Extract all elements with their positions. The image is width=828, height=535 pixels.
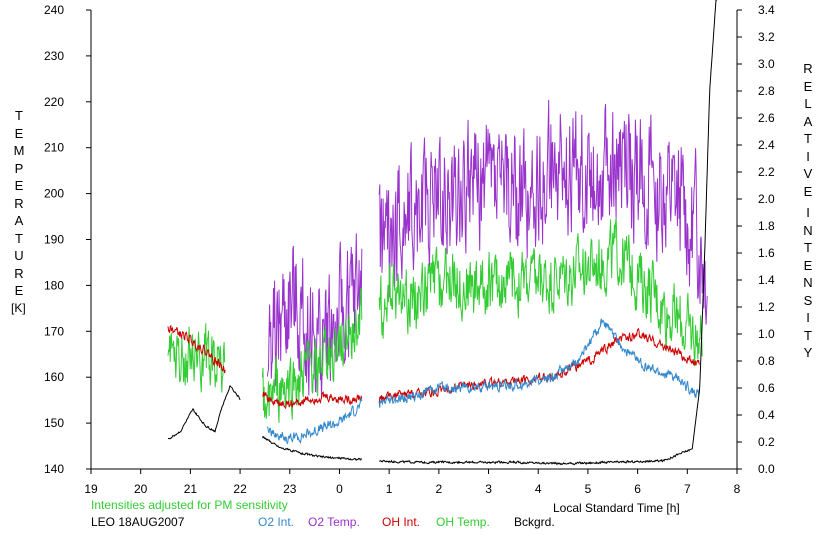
series-oh-int-line	[378, 327, 700, 403]
series-bckgrd-line	[379, 0, 718, 466]
right-axis-label-relative-letter: T	[804, 131, 812, 146]
right-axis-label-relative-letter: E	[803, 78, 813, 94]
left-axis-unit: [K]	[11, 301, 26, 315]
right-tick-label: 2.0	[758, 192, 775, 206]
left-tick-label: 160	[44, 370, 64, 384]
right-tick-label: 3.4	[758, 3, 775, 17]
series-o2-temp-line	[266, 233, 363, 399]
series-oh-temp-line	[378, 217, 703, 367]
left-axis-label-letter: P	[14, 160, 24, 176]
series-bckgrd-line	[167, 385, 241, 440]
left-axis-label-letter: U	[14, 248, 24, 263]
x-tick-label: 8	[734, 482, 741, 496]
x-tick-label: 3	[485, 482, 492, 496]
left-axis-label-letter: T	[15, 108, 23, 123]
right-axis-label-relative-letter: I	[806, 148, 810, 164]
x-tick-label: 1	[386, 482, 393, 496]
right-axis-label-intensity-letter: T	[804, 327, 812, 343]
right-axis-label-intensity-letter: E	[803, 257, 813, 273]
left-axis-label-letter: M	[13, 143, 25, 158]
right-axis-label-intensity-letter: T	[804, 240, 812, 255]
left-axis-label-letter: T	[15, 230, 23, 246]
x-tick-label: 21	[184, 482, 198, 496]
left-tick-label: 140	[44, 462, 64, 476]
left-axis-label-letter: E	[14, 178, 24, 193]
x-tick-label: 6	[634, 482, 641, 496]
right-tick-label: 1.6	[758, 246, 775, 260]
series-oh-temp-line	[167, 323, 226, 393]
left-tick-label: 230	[44, 49, 64, 63]
series-bckgrd-line	[261, 435, 363, 461]
left-axis-label-letter: R	[14, 195, 24, 211]
right-tick-label: 2.2	[758, 165, 775, 179]
right-tick-label: 2.8	[758, 84, 775, 98]
right-tick-label: 0.4	[758, 408, 775, 422]
x-tick-label: 5	[585, 482, 592, 496]
series-oh-temp-line	[261, 287, 363, 423]
left-tick-label: 210	[44, 141, 64, 155]
right-axis-label-relative-letter: A	[803, 113, 813, 129]
left-tick-label: 180	[44, 278, 64, 292]
right-tick-label: 2.6	[758, 111, 775, 125]
right-axis-label-intensity-letter: N	[803, 275, 813, 290]
series-o2-int-line	[378, 318, 700, 408]
series-oh-int-line	[167, 324, 226, 374]
right-tick-label: 0.8	[758, 354, 775, 368]
left-tick-label: 200	[44, 187, 64, 201]
right-tick-label: 0.2	[758, 435, 775, 449]
note-text: Intensities adjusted for PM sensitivity	[91, 498, 288, 512]
right-axis-label-intensity-letter: Y	[803, 345, 813, 360]
legend-o2-int: O2 Int.	[258, 515, 295, 529]
x-tick-label: 19	[84, 482, 98, 496]
right-axis-label-intensity-letter: I	[806, 310, 810, 325]
left-tick-label: 220	[44, 95, 64, 109]
legend-o2-temp: O2 Temp.	[308, 515, 360, 529]
site-text: LEO 18AUG2007	[91, 515, 185, 529]
x-tick-label: 22	[233, 482, 247, 496]
left-axis-label-letter: E	[14, 125, 24, 141]
series-oh-int-line	[262, 390, 363, 410]
right-tick-label: 1.0	[758, 327, 775, 341]
left-tick-label: 240	[44, 3, 64, 17]
right-tick-label: 3.2	[758, 30, 775, 44]
x-tick-label: 0	[336, 482, 343, 496]
right-tick-label: 0.6	[758, 381, 775, 395]
right-tick-label: 1.8	[758, 219, 775, 233]
legend-oh-temp: OH Temp.	[436, 515, 490, 529]
left-axis-label-letter: E	[14, 283, 24, 298]
left-axis-label-letter: A	[14, 213, 24, 228]
series-o2-temp-line	[378, 99, 708, 325]
right-axis-label-relative-letter: V	[803, 166, 813, 181]
left-tick-label: 150	[44, 416, 64, 430]
right-axis-label-relative-letter: L	[804, 96, 812, 111]
right-axis-label-relative-letter: E	[803, 183, 813, 199]
right-tick-label: 1.2	[758, 300, 775, 314]
legend-oh-int: OH Int.	[382, 515, 421, 529]
right-axis-label-intensity-letter: S	[803, 292, 813, 308]
x-tick-label: 7	[684, 482, 691, 496]
left-tick-label: 190	[44, 233, 64, 247]
right-axis-label-intensity-letter: N	[803, 222, 813, 238]
left-tick-label: 170	[44, 324, 64, 338]
right-tick-label: 1.4	[758, 273, 775, 287]
left-axis-label-letter: R	[14, 265, 24, 281]
right-tick-label: 3.0	[758, 57, 775, 71]
x-axis-label: Local Standard Time [h]	[553, 501, 680, 515]
right-axis-label-intensity-letter: I	[806, 205, 810, 220]
x-tick-label: 2	[436, 482, 443, 496]
x-tick-label: 4	[535, 482, 542, 496]
legend-bckgrd: Bckgrd.	[514, 515, 555, 529]
right-axis-label-relative-letter: R	[803, 61, 813, 76]
x-tick-label: 23	[283, 482, 297, 496]
x-tick-label: 20	[134, 482, 148, 496]
right-tick-label: 2.4	[758, 138, 775, 152]
series-o2-int-line	[266, 396, 363, 445]
right-tick-label: 0.0	[758, 462, 775, 476]
